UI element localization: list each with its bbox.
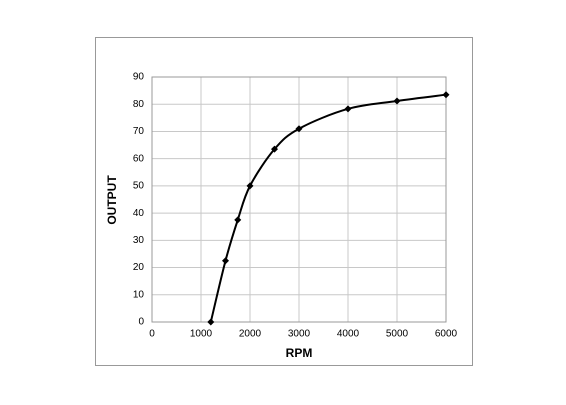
marker: [442, 91, 450, 99]
plot-border: [151, 76, 447, 323]
y-tick-label: 0: [138, 317, 144, 328]
marker: [393, 97, 401, 105]
x-tick-label: 1000: [190, 329, 213, 340]
x-tick-label: 5000: [386, 329, 409, 340]
x-tick-label: 0: [149, 329, 155, 340]
y-axis-label: OUTPUT: [105, 175, 119, 225]
marker: [222, 257, 229, 265]
marker: [271, 145, 278, 153]
x-tick-label: 3000: [288, 329, 311, 340]
x-tick-label: 4000: [337, 329, 360, 340]
x-axis-label: RPM: [286, 346, 313, 360]
marker: [295, 125, 303, 133]
marker: [246, 182, 254, 190]
y-tick-label: 40: [133, 208, 145, 219]
x-tick-label: 2000: [239, 329, 262, 340]
chart-frame: [95, 37, 473, 366]
y-tick-label: 70: [133, 126, 145, 137]
marker: [344, 105, 352, 113]
y-tick-label: 10: [133, 289, 145, 300]
marker: [207, 318, 215, 326]
x-tick-label: 6000: [435, 329, 458, 340]
y-tick-label: 60: [133, 153, 145, 164]
y-tick-label: 80: [133, 99, 145, 110]
y-tick-label: 90: [133, 72, 145, 83]
y-tick-label: 20: [133, 262, 145, 273]
marker: [234, 216, 242, 224]
y-tick-label: 50: [133, 181, 145, 192]
y-tick-label: 30: [133, 235, 145, 246]
